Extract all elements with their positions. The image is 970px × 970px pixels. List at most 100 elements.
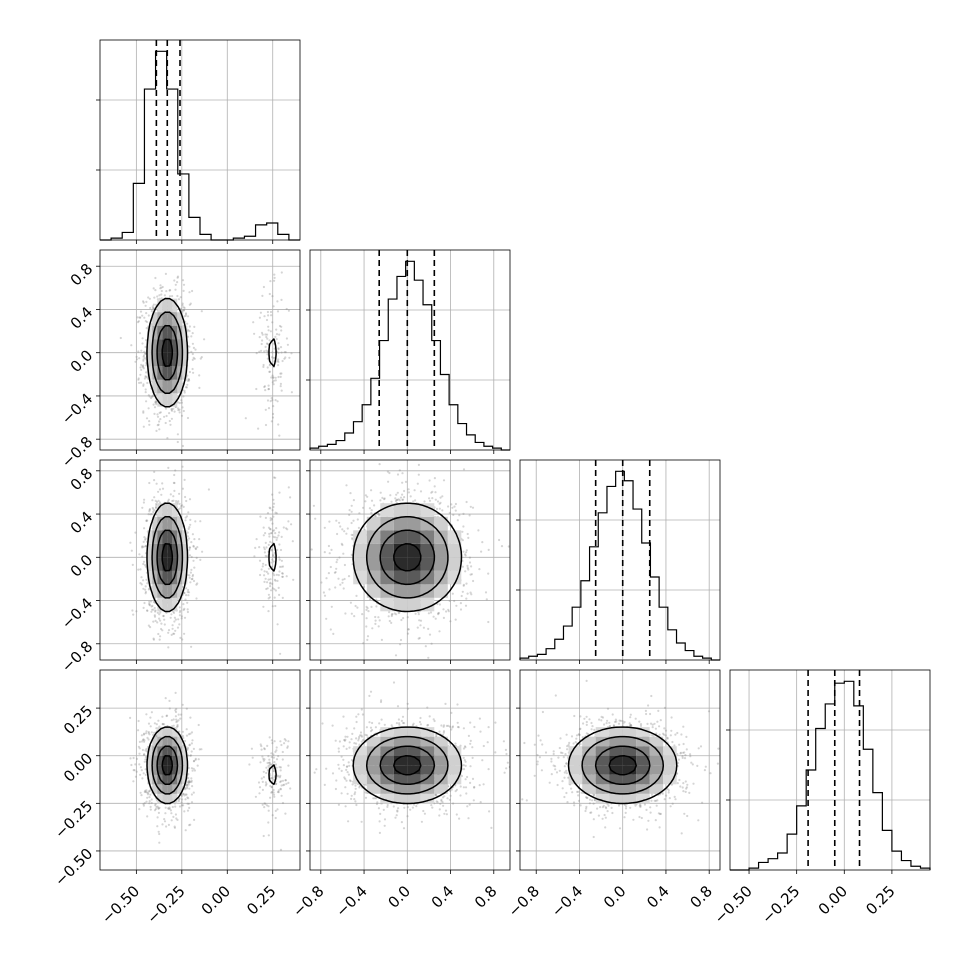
density-bin — [393, 516, 408, 531]
sample-point — [185, 386, 188, 389]
sample-point — [188, 329, 191, 333]
sample-point — [163, 820, 167, 823]
sample-point — [181, 465, 184, 468]
sample-point — [156, 295, 159, 298]
sample-point — [390, 613, 393, 616]
sample-point — [274, 532, 277, 535]
sample-point — [138, 332, 142, 335]
density-bin — [177, 557, 183, 571]
sample-point — [273, 279, 276, 282]
sample-point — [469, 591, 472, 594]
density-bin — [366, 557, 381, 571]
sample-point — [272, 376, 275, 379]
sample-point — [270, 420, 273, 423]
sample-point — [172, 499, 175, 502]
sample-point — [401, 498, 405, 501]
sample-point — [148, 423, 151, 426]
sample-point — [140, 576, 143, 579]
sample-point — [173, 410, 176, 413]
sample-point — [167, 823, 170, 827]
sample-point — [187, 594, 190, 597]
sample-point — [169, 423, 172, 426]
density-bin — [434, 543, 448, 558]
sample-point — [176, 720, 179, 723]
sample-point — [199, 357, 202, 360]
sample-point — [175, 720, 178, 724]
sample-point — [432, 615, 435, 618]
sample-point — [183, 616, 187, 619]
sample-point — [152, 638, 155, 641]
sample-point — [462, 468, 466, 471]
sample-point — [173, 279, 176, 282]
sample-point — [274, 604, 277, 608]
density-bin — [167, 530, 173, 544]
sample-point — [172, 495, 175, 498]
sample-point — [252, 321, 255, 324]
sample-point — [153, 614, 156, 617]
sample-point — [167, 466, 170, 469]
sample-point — [187, 754, 190, 757]
sample-point — [278, 324, 282, 328]
sample-point — [325, 577, 328, 580]
sample-point — [354, 604, 357, 608]
sample-point — [433, 477, 436, 480]
sample-point — [349, 492, 352, 495]
sample-point — [131, 563, 134, 567]
sample-point — [142, 355, 145, 358]
sample-point — [198, 538, 201, 541]
sample-point — [414, 612, 417, 615]
sample-point — [141, 365, 144, 368]
sample-point — [383, 497, 386, 500]
sample-point — [144, 304, 147, 307]
sample-point — [188, 498, 192, 501]
sample-point — [180, 505, 183, 508]
contour-level-3 — [146, 297, 277, 408]
sample-point — [176, 626, 180, 629]
sample-point — [424, 645, 427, 648]
sample-point — [268, 292, 271, 296]
sample-point — [378, 619, 381, 622]
sample-point — [370, 511, 373, 515]
sample-point — [272, 412, 275, 416]
sample-point — [148, 395, 151, 398]
sample-point — [349, 601, 352, 604]
sample-point — [430, 491, 433, 494]
sample-point — [150, 600, 153, 603]
sample-point — [391, 613, 394, 616]
sample-point — [179, 609, 182, 613]
density-bin — [162, 584, 168, 598]
sample-point — [190, 555, 193, 559]
sample-point — [278, 593, 281, 597]
sample-point — [140, 363, 143, 366]
sample-point — [273, 529, 276, 532]
density-bin — [393, 597, 408, 612]
sample-point — [147, 588, 150, 591]
density-bin — [162, 339, 168, 353]
sample-point — [330, 605, 333, 608]
sample-point — [487, 548, 490, 552]
sample-point — [374, 622, 377, 626]
sample-point — [192, 559, 195, 562]
sample-point — [417, 637, 420, 640]
sample-point — [266, 555, 269, 558]
sample-point — [258, 350, 261, 353]
sample-point — [193, 818, 196, 822]
density-bin — [393, 570, 408, 585]
sample-point — [268, 370, 272, 373]
sample-point — [290, 523, 293, 526]
sample-point — [271, 582, 274, 586]
density-bin — [172, 543, 178, 558]
sample-point — [144, 590, 147, 594]
marginal-panel-1 — [306, 249, 511, 454]
sample-point — [271, 541, 274, 544]
sample-point — [154, 506, 158, 509]
sample-point — [273, 578, 276, 581]
sample-point — [320, 581, 323, 584]
sample-point — [142, 425, 145, 428]
sample-point — [271, 321, 274, 324]
sample-point — [279, 375, 282, 378]
sample-point — [272, 572, 275, 575]
sample-point — [194, 758, 197, 762]
sample-point — [273, 276, 276, 279]
